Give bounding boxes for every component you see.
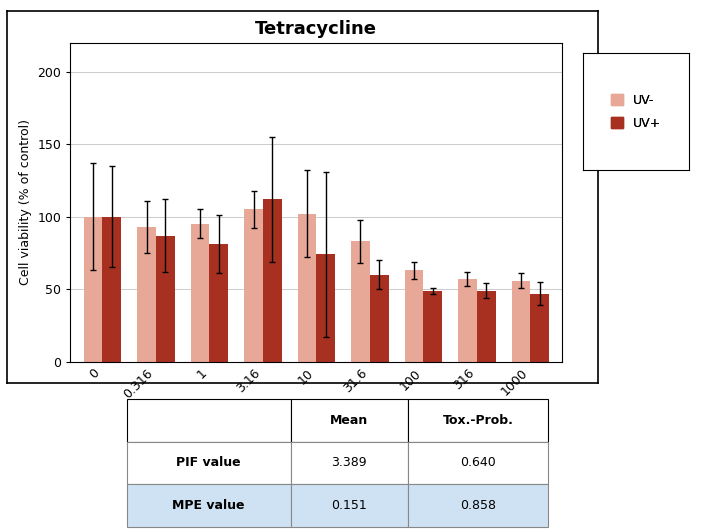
Bar: [191, 224, 209, 362]
Bar: [405, 270, 423, 362]
Title: Tetracycline: Tetracycline: [255, 20, 378, 38]
Bar: [137, 227, 156, 362]
Bar: [297, 214, 316, 362]
X-axis label: μg/mℓ: μg/mℓ: [295, 406, 337, 421]
Bar: [530, 294, 549, 362]
Bar: [103, 217, 121, 362]
Bar: [370, 275, 389, 362]
Bar: [458, 279, 477, 362]
Bar: [156, 236, 174, 362]
Bar: [477, 290, 496, 362]
Bar: [351, 242, 370, 362]
Bar: [316, 254, 335, 362]
Legend: UV-, UV+: UV-, UV+: [605, 87, 668, 136]
Bar: [263, 200, 282, 362]
Bar: [244, 210, 263, 362]
Bar: [209, 244, 228, 362]
Bar: [423, 290, 442, 362]
Bar: [512, 280, 530, 362]
Bar: [84, 217, 103, 362]
Y-axis label: Cell viability (% of control): Cell viability (% of control): [19, 119, 32, 285]
